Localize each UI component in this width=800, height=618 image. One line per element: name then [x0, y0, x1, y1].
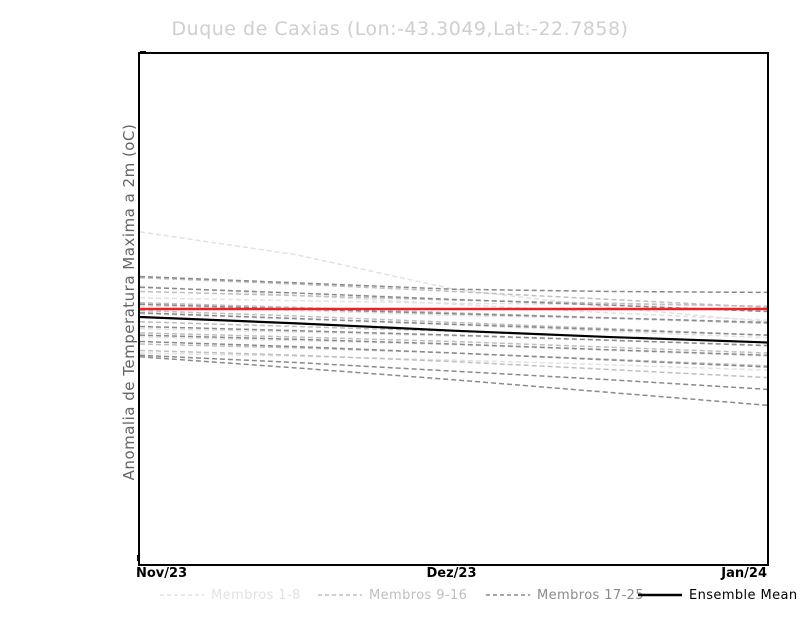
series-line — [140, 354, 767, 391]
legend-label: Membros 17-25 — [537, 587, 645, 603]
series-line — [140, 325, 767, 347]
legend-line-swatch-icon — [638, 589, 682, 601]
series-line — [140, 231, 767, 323]
x-tick-label: Nov/23 — [136, 566, 188, 581]
legend-label: Ensemble Mean — [689, 587, 798, 603]
x-tick-label: Dez/23 — [426, 566, 477, 581]
series-line — [140, 277, 767, 309]
series-line — [140, 275, 767, 294]
plot-area — [138, 52, 769, 566]
series-line — [140, 356, 767, 407]
ensemble-line-plot — [140, 231, 767, 407]
series-line — [140, 343, 767, 367]
series-line — [140, 340, 767, 368]
series-line — [140, 312, 767, 336]
series-line — [140, 349, 767, 379]
legend-line-swatch-icon — [160, 589, 204, 601]
x-tick-label: Jan/24 — [721, 566, 767, 581]
legend-item[interactable]: Ensemble Mean — [638, 586, 798, 604]
series-line — [140, 286, 767, 313]
series-line — [140, 285, 767, 321]
y-axis-label: Anomalia de Temperatura Maxima a 2m (oC) — [120, 123, 138, 481]
series-line — [140, 332, 767, 354]
legend-label: Membros 1-8 — [211, 587, 301, 603]
legend-line-swatch-icon — [318, 589, 362, 601]
series-line — [140, 303, 767, 324]
legend-label: Membros 9-16 — [369, 587, 468, 603]
series-line — [140, 334, 767, 356]
legend-item[interactable]: Membros 1-8 — [160, 586, 301, 604]
chart-title: Duque de Caxias (Lon:-43.3049,Lat:-22.78… — [171, 18, 629, 40]
chart-legend: Membros 1-8 Membros 9-16 Membros 17-25 Ense… — [138, 586, 797, 606]
series-line — [140, 352, 767, 371]
legend-line-swatch-icon — [486, 589, 530, 601]
legend-item[interactable]: Membros 17-25 — [486, 586, 644, 604]
series-line — [140, 315, 767, 344]
legend-item[interactable]: Membros 9-16 — [318, 586, 467, 604]
series-line — [140, 313, 767, 339]
